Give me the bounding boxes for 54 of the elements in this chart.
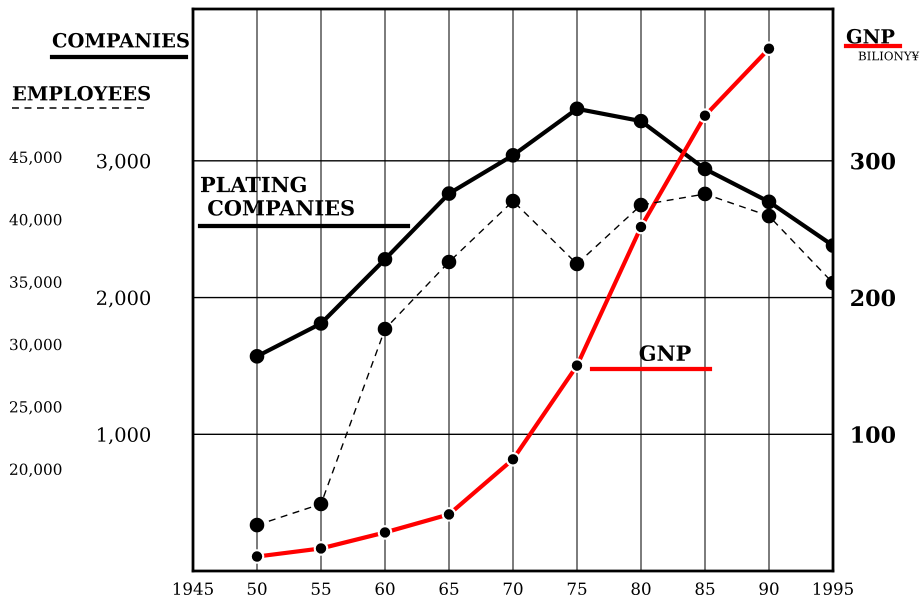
y2-tick-label: 200: [851, 289, 896, 306]
x-tick-label: 60: [376, 582, 394, 596]
y-tick-label: 3,000: [97, 154, 150, 171]
point: [762, 41, 776, 56]
y3-tick-label: 30,000: [10, 338, 62, 352]
y3-tick-label: 20,000: [10, 464, 62, 477]
x-tick-label: 90: [759, 582, 778, 596]
point: [442, 186, 456, 201]
y-tick-label: 2,000: [96, 290, 150, 308]
point: [570, 358, 584, 373]
x-tick-label: 85: [696, 582, 714, 596]
x-tick-label: 1945: [174, 582, 213, 596]
point: [314, 316, 328, 331]
point: [634, 114, 648, 128]
point: [314, 541, 328, 556]
point: [378, 252, 392, 267]
point: [634, 220, 648, 234]
point: [442, 254, 456, 270]
y3-axis-title: EMPLOYEES: [12, 86, 150, 101]
x-tick-label: 75: [568, 582, 586, 596]
y-tick-label: 1,000: [98, 427, 150, 444]
y3-tick-label: 45,000: [9, 151, 62, 165]
point: [378, 525, 392, 540]
point: [378, 322, 392, 336]
x-tick-label: 80: [632, 582, 650, 596]
y2-tick-label: 300: [851, 152, 896, 170]
point: [506, 452, 520, 467]
x-tick-label: 55: [312, 582, 330, 596]
point: [250, 518, 264, 532]
y-axis-title: COMPANIES: [52, 32, 189, 48]
point: [250, 549, 264, 564]
point: [762, 208, 776, 224]
text: BILIONY¥: [858, 51, 920, 60]
y3-tick-label: 35,000: [10, 276, 62, 290]
point: [506, 148, 520, 163]
point: [698, 108, 712, 123]
y3-tick-label: 25,000: [10, 401, 62, 415]
x-tick-label: 65: [440, 582, 458, 596]
point: [570, 102, 584, 116]
point: [762, 194, 776, 210]
y2-axis-title: GNP: [846, 28, 895, 44]
point: [442, 507, 456, 522]
point: [506, 194, 520, 208]
point: [570, 256, 584, 272]
point: [634, 198, 648, 212]
y3-tick-label: 40,000: [9, 214, 62, 228]
y2-tick-label: 100: [852, 426, 896, 444]
point: [314, 496, 328, 512]
x-tick-label: 70: [504, 582, 522, 596]
point: [250, 349, 264, 364]
point: [698, 162, 712, 176]
x-tick-label: 50: [248, 582, 266, 596]
x-tick-label: 1995: [814, 582, 853, 596]
point: [698, 186, 712, 202]
